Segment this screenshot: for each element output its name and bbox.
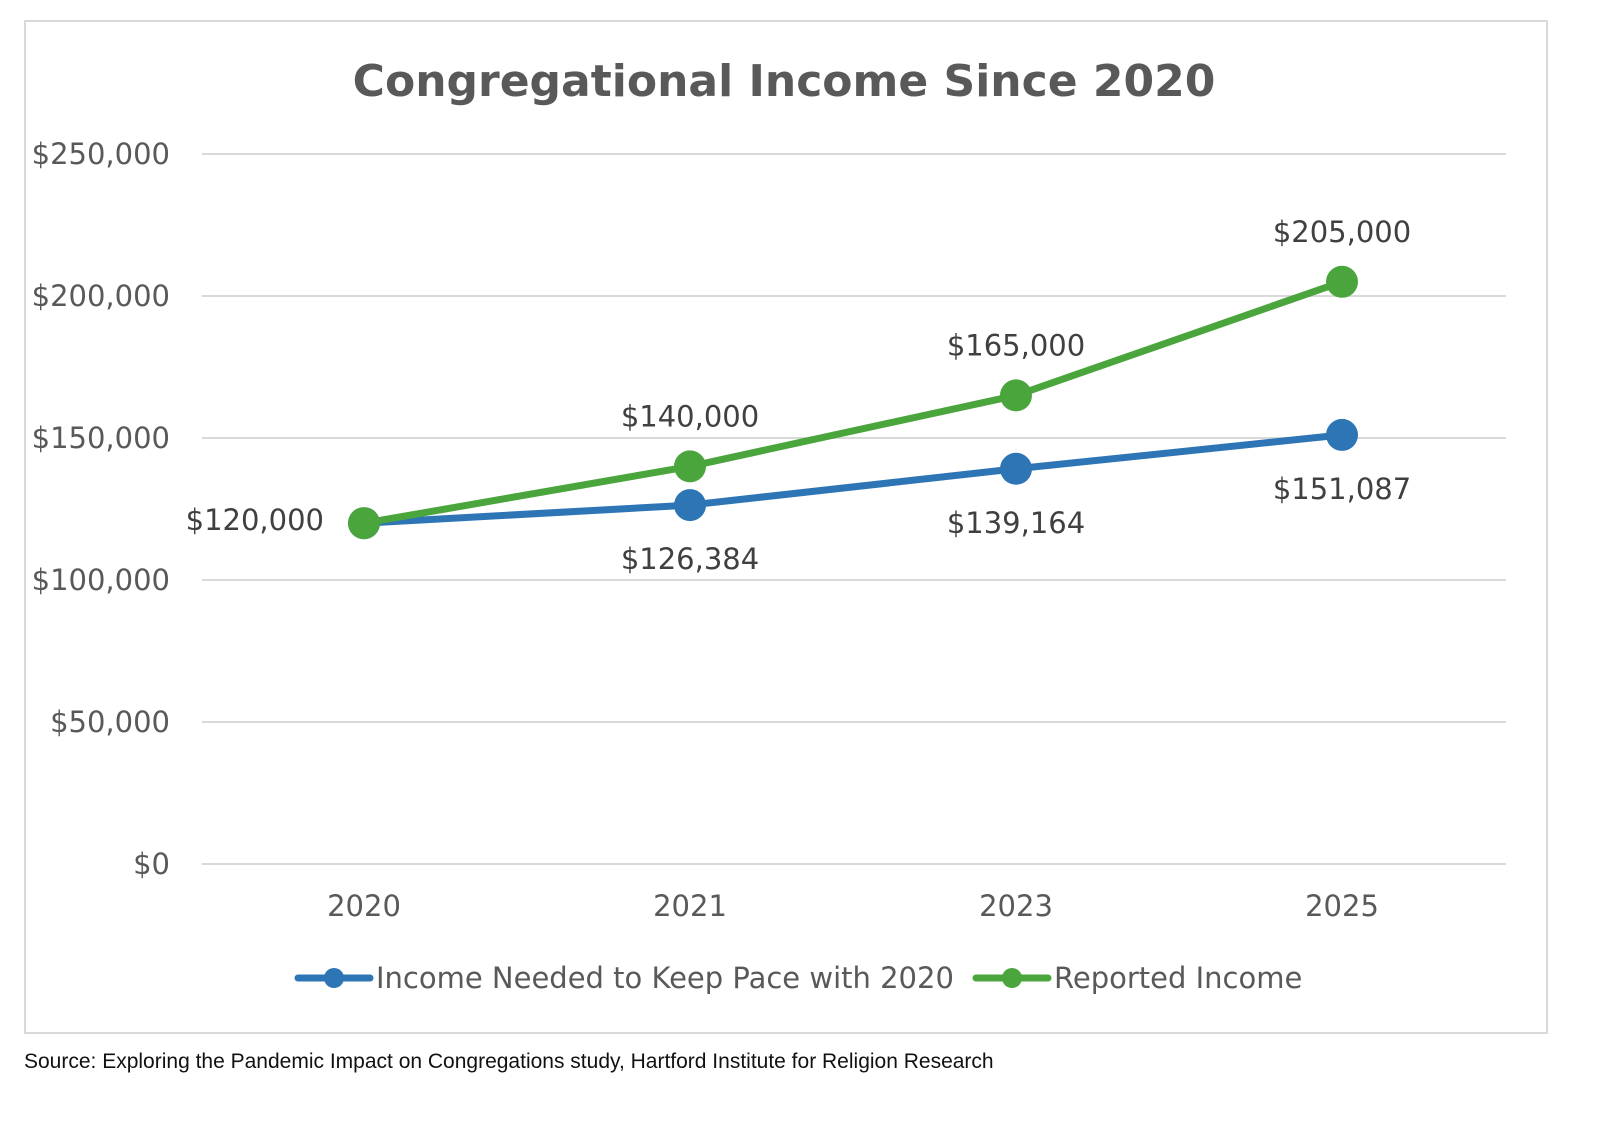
data-label: $120,000	[186, 503, 324, 537]
legend-label: Reported Income	[1054, 961, 1302, 995]
data-point	[1326, 265, 1358, 298]
y-tick-label: $250,000	[32, 137, 170, 171]
y-tick-label: $100,000	[32, 563, 170, 597]
x-tick-label: 2025	[1305, 889, 1379, 923]
data-point	[1326, 418, 1358, 451]
legend-marker	[324, 968, 344, 988]
legend-marker	[1002, 968, 1022, 988]
y-tick-label: $150,000	[32, 421, 170, 455]
legend-label: Income Needed to Keep Pace with 2020	[376, 961, 954, 995]
series-line	[360, 278, 1346, 527]
x-tick-label: 2020	[327, 889, 401, 923]
y-tick-label: $50,000	[50, 705, 170, 739]
data-point	[1000, 452, 1032, 485]
series-lines	[348, 265, 1358, 540]
series-line	[360, 431, 1346, 527]
data-label: $165,000	[947, 328, 1085, 362]
data-point	[674, 450, 706, 483]
data-label: $205,000	[1273, 215, 1411, 249]
y-tick-label: $0	[133, 847, 170, 881]
data-point	[348, 507, 380, 540]
source-note: Source: Exploring the Pandemic Impact on…	[24, 1050, 994, 1073]
legend: Income Needed to Keep Pace with 2020 Repo…	[294, 961, 1302, 995]
y-tick-label: $200,000	[32, 279, 170, 313]
chart-title: Congregational Income Since 2020	[353, 56, 1216, 107]
data-label: $126,384	[621, 542, 759, 576]
data-label: $139,164	[947, 506, 1085, 540]
gridlines	[202, 153, 1506, 865]
x-tick-label: 2021	[653, 889, 727, 923]
data-label: $151,087	[1273, 472, 1411, 506]
y-axis-ticks: $0 $50,000 $100,000 $150,000 $200,000 $250,00…	[32, 137, 170, 881]
data-label: $140,000	[621, 399, 759, 433]
data-point	[1000, 379, 1032, 412]
x-tick-label: 2023	[979, 889, 1053, 923]
x-axis-ticks: 2020 2021 2023 2025	[327, 889, 1379, 923]
data-labels: $120,000 $126,384 $139,164 $151,087 $140,000…	[186, 215, 1412, 576]
data-point	[674, 489, 706, 522]
